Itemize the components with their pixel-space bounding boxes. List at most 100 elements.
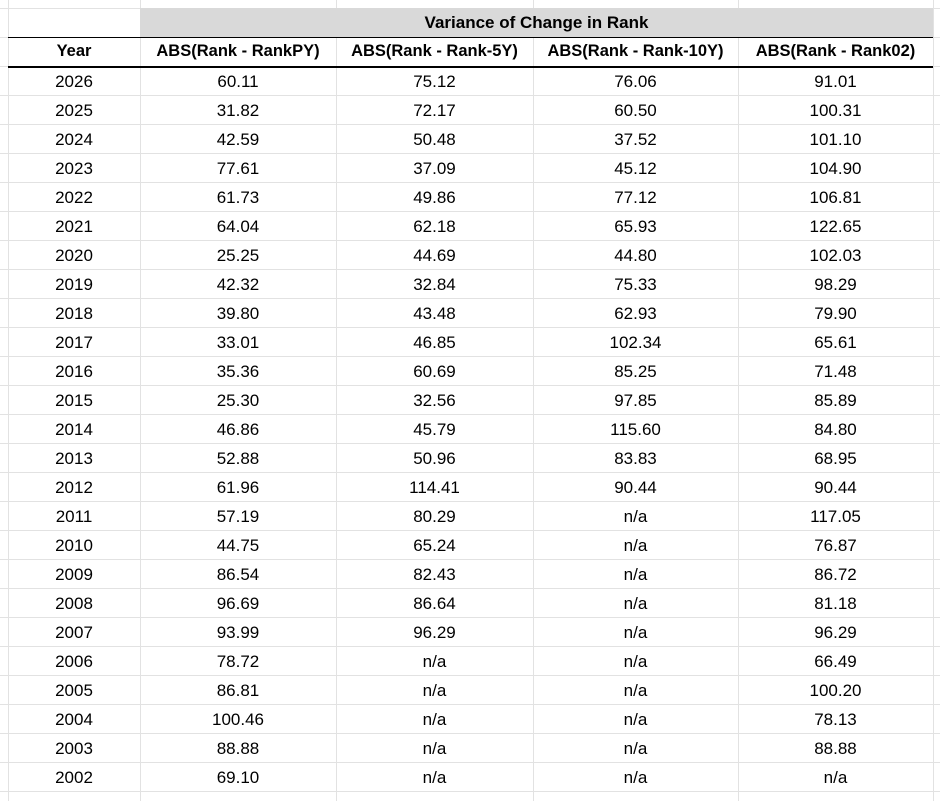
value-cell: 68.95 (814, 449, 857, 468)
value-cell: 97.85 (614, 391, 657, 410)
value-cell: n/a (823, 768, 848, 787)
value-cell: 84.80 (814, 420, 857, 439)
value-cell: 85.89 (814, 391, 857, 410)
year-cell: 2006 (55, 652, 93, 671)
value-cell: n/a (422, 681, 447, 700)
value-cell: 57.19 (216, 507, 260, 526)
gridline (0, 559, 940, 560)
value-cell: n/a (623, 536, 648, 555)
year-cell: 2020 (55, 246, 93, 265)
gridline (0, 501, 940, 502)
year-cell: 2017 (55, 333, 93, 352)
value-cell: 42.32 (216, 275, 260, 294)
value-cell: n/a (623, 507, 648, 526)
gridline (0, 617, 940, 618)
gridline (0, 269, 940, 270)
column-header: ABS(Rank - RankPY) (156, 42, 320, 60)
value-cell: n/a (422, 768, 447, 787)
year-cell: 2013 (55, 449, 93, 468)
column-header: ABS(Rank - Rank-10Y) (547, 42, 724, 60)
value-cell: 50.48 (413, 130, 456, 149)
value-cell: 60.11 (217, 72, 259, 91)
year-cell: 2016 (55, 362, 93, 381)
value-cell: 44.75 (216, 536, 260, 555)
gridline (0, 588, 940, 589)
value-cell: 122.65 (809, 217, 862, 236)
value-cell: 100.31 (809, 101, 862, 120)
gridline (933, 0, 934, 801)
value-cell: 64.04 (216, 217, 260, 236)
value-cell: 102.03 (809, 246, 862, 265)
value-cell: 32.84 (413, 275, 456, 294)
value-cell: 37.09 (413, 159, 456, 178)
value-cell: 82.43 (413, 565, 456, 584)
value-cell: 45.12 (614, 159, 657, 178)
year-cell: 2015 (55, 391, 93, 410)
value-cell: 46.86 (216, 420, 260, 439)
value-cell: 44.80 (614, 246, 657, 265)
value-cell: 52.88 (216, 449, 260, 468)
gridline (0, 182, 940, 183)
gridline (0, 733, 940, 734)
value-cell: 77.61 (216, 159, 260, 178)
gridline (0, 298, 940, 299)
value-cell: 79.90 (814, 304, 857, 323)
value-cell: 42.59 (216, 130, 260, 149)
value-cell: 61.73 (216, 188, 260, 207)
value-cell: 96.29 (413, 623, 456, 642)
gridline (0, 153, 940, 154)
value-cell: 45.79 (413, 420, 456, 439)
value-cell: 50.96 (413, 449, 456, 468)
value-cell: 31.82 (216, 101, 260, 120)
value-cell: 101.10 (809, 130, 862, 149)
value-cell: n/a (623, 768, 648, 787)
value-cell: n/a (623, 594, 648, 613)
year-cell: 2014 (55, 420, 93, 439)
value-cell: 78.13 (814, 710, 857, 729)
value-cell: 43.48 (413, 304, 456, 323)
value-cell: 86.54 (216, 565, 260, 584)
value-cell: 90.44 (814, 478, 857, 497)
value-cell: 88.88 (216, 739, 260, 758)
column-header: ABS(Rank - Rank02) (755, 42, 916, 60)
value-cell: n/a (422, 739, 447, 758)
value-cell: 100.46 (212, 710, 264, 729)
gridline (0, 95, 940, 96)
value-cell: 65.61 (814, 333, 857, 352)
gridline (8, 0, 9, 801)
gridline (0, 414, 940, 415)
year-cell: 2018 (55, 304, 93, 323)
gridline (0, 472, 940, 473)
gridline (0, 530, 940, 531)
value-cell: n/a (623, 652, 648, 671)
value-cell: 86.64 (413, 594, 456, 613)
value-cell: 62.18 (413, 217, 456, 236)
value-cell: 37.52 (614, 130, 657, 149)
gridline (0, 211, 940, 212)
value-cell: 91.01 (814, 72, 857, 91)
year-cell: 2009 (55, 565, 93, 584)
value-cell: 35.36 (216, 362, 260, 381)
value-cell: 93.99 (216, 623, 260, 642)
value-cell: n/a (623, 623, 648, 642)
value-cell: n/a (422, 652, 447, 671)
year-cell: 2023 (55, 159, 93, 178)
value-cell: 65.93 (614, 217, 657, 236)
value-cell: 25.30 (216, 391, 260, 410)
value-cell: 72.17 (413, 101, 456, 120)
gridline (0, 791, 940, 792)
value-cell: 100.20 (809, 681, 862, 700)
value-cell: n/a (623, 565, 648, 584)
gridline (0, 704, 940, 705)
value-cell: 60.69 (413, 362, 456, 381)
gridline (0, 124, 940, 125)
value-cell: 96.69 (216, 594, 260, 613)
value-cell: 39.80 (216, 304, 260, 323)
year-cell: 2019 (55, 275, 93, 294)
gridline (0, 240, 940, 241)
value-cell: 78.72 (216, 652, 260, 671)
value-cell: 46.85 (413, 333, 456, 352)
value-cell: 66.49 (814, 652, 857, 671)
year-cell: 2022 (55, 188, 93, 207)
value-cell: 114.41 (409, 478, 460, 497)
